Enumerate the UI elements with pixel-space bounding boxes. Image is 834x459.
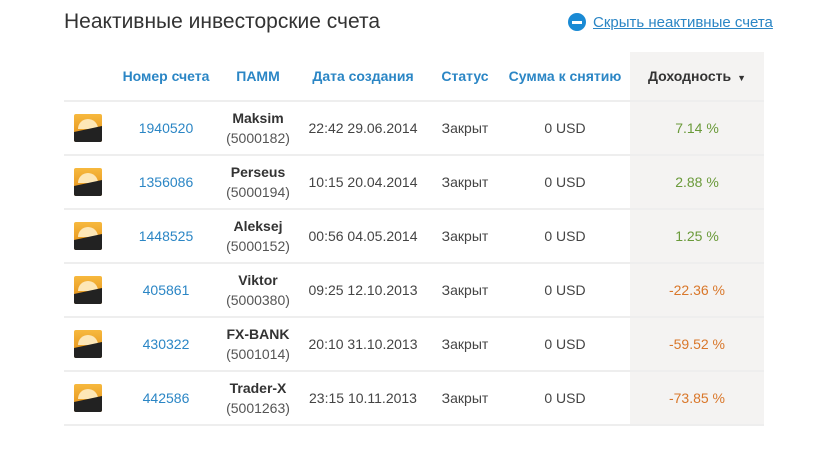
- hide-inactive-label: Скрыть неактивные счета: [593, 13, 773, 31]
- withdraw-amount: 0 USD: [500, 101, 630, 156]
- yield-value: 7.14 %: [630, 101, 764, 156]
- pamm-id: (5001263): [226, 400, 290, 416]
- yield-value: -59.52 %: [630, 317, 764, 372]
- withdraw-amount: 0 USD: [500, 209, 630, 264]
- created-date: 20:10 31.10.2013: [296, 317, 430, 372]
- account-number-link[interactable]: 1448525: [138, 228, 194, 244]
- table-row: 1356086 Perseus (5000194) 10:15 20.04.201…: [64, 155, 764, 210]
- pamm-name: Perseus: [230, 164, 286, 180]
- table-row: 442586 Trader-X (5001263) 23:15 10.11.201…: [64, 371, 764, 426]
- withdraw-amount: 0 USD: [500, 317, 630, 372]
- icon-cell: [64, 317, 112, 372]
- pamm-logo-icon: [74, 222, 102, 250]
- pamm-name: Trader-X: [229, 380, 287, 396]
- col-icon: [64, 52, 112, 102]
- icon-cell: [64, 101, 112, 156]
- sort-desc-icon: ▼: [737, 73, 747, 83]
- pamm-id: (5000182): [226, 130, 290, 146]
- pamm-logo-icon: [74, 330, 102, 358]
- pamm-logo-icon: [74, 168, 102, 196]
- withdraw-amount: 0 USD: [500, 371, 630, 426]
- withdraw-amount: 0 USD: [500, 263, 630, 318]
- created-date: 10:15 20.04.2014: [296, 155, 430, 210]
- yield-value: 1.25 %: [630, 209, 764, 264]
- col-pamm[interactable]: ПАММ: [220, 52, 296, 102]
- account-number-link[interactable]: 1356086: [138, 174, 194, 190]
- table-row: 1940520 Maksim (5000182) 22:42 29.06.2014…: [64, 101, 764, 156]
- pamm-logo-icon: [74, 276, 102, 304]
- col-status[interactable]: Статус: [430, 52, 500, 102]
- status: Закрыт: [430, 101, 500, 156]
- pamm-name: Maksim: [232, 110, 284, 126]
- pamm-id: (5000194): [226, 184, 290, 200]
- hide-inactive-link[interactable]: Скрыть неактивные счета: [568, 13, 773, 31]
- page-title: Неактивные инвесторские счета: [64, 10, 381, 33]
- pamm-logo-icon: [74, 114, 102, 142]
- withdraw-amount: 0 USD: [500, 155, 630, 210]
- created-date: 22:42 29.06.2014: [296, 101, 430, 156]
- status: Закрыт: [430, 263, 500, 318]
- account-number-link[interactable]: 1940520: [138, 120, 194, 136]
- col-withdraw[interactable]: Сумма к снятию: [500, 52, 630, 102]
- col-account[interactable]: Номер счета: [112, 52, 220, 102]
- created-date: 09:25 12.10.2013: [296, 263, 430, 318]
- yield-value: 2.88 %: [630, 155, 764, 210]
- pamm-logo-icon: [74, 384, 102, 412]
- minus-circle-icon: [568, 13, 586, 31]
- account-number-link[interactable]: 442586: [142, 390, 190, 406]
- pamm-id: (5001014): [226, 346, 290, 362]
- col-created[interactable]: Дата создания: [296, 52, 430, 102]
- account-number-link[interactable]: 430322: [142, 336, 190, 352]
- accounts-table: Номер счета ПАММ Дата создания Статус Су…: [64, 52, 764, 426]
- pamm-name: FX-BANK: [226, 326, 290, 342]
- table-row: 1448525 Aleksej (5000152) 00:56 04.05.201…: [64, 209, 764, 264]
- col-yield-label: Доходность: [647, 68, 732, 84]
- icon-cell: [64, 155, 112, 210]
- table-row: 430322 FX-BANK (5001014) 20:10 31.10.2013…: [64, 317, 764, 372]
- created-date: 23:15 10.11.2013: [296, 371, 430, 426]
- status: Закрыт: [430, 371, 500, 426]
- created-date: 00:56 04.05.2014: [296, 209, 430, 264]
- status: Закрыт: [430, 209, 500, 264]
- icon-cell: [64, 371, 112, 426]
- status: Закрыт: [430, 317, 500, 372]
- col-yield[interactable]: Доходность ▼: [630, 52, 764, 102]
- icon-cell: [64, 209, 112, 264]
- pamm-name: Viktor: [238, 272, 278, 288]
- icon-cell: [64, 263, 112, 318]
- account-number-link[interactable]: 405861: [142, 282, 190, 298]
- yield-value: -73.85 %: [630, 371, 764, 426]
- pamm-name: Aleksej: [233, 218, 283, 234]
- table-row: 405861 Viktor (5000380) 09:25 12.10.2013 …: [64, 263, 764, 318]
- pamm-id: (5000380): [226, 292, 290, 308]
- pamm-id: (5000152): [226, 238, 290, 254]
- yield-value: -22.36 %: [630, 263, 764, 318]
- status: Закрыт: [430, 155, 500, 210]
